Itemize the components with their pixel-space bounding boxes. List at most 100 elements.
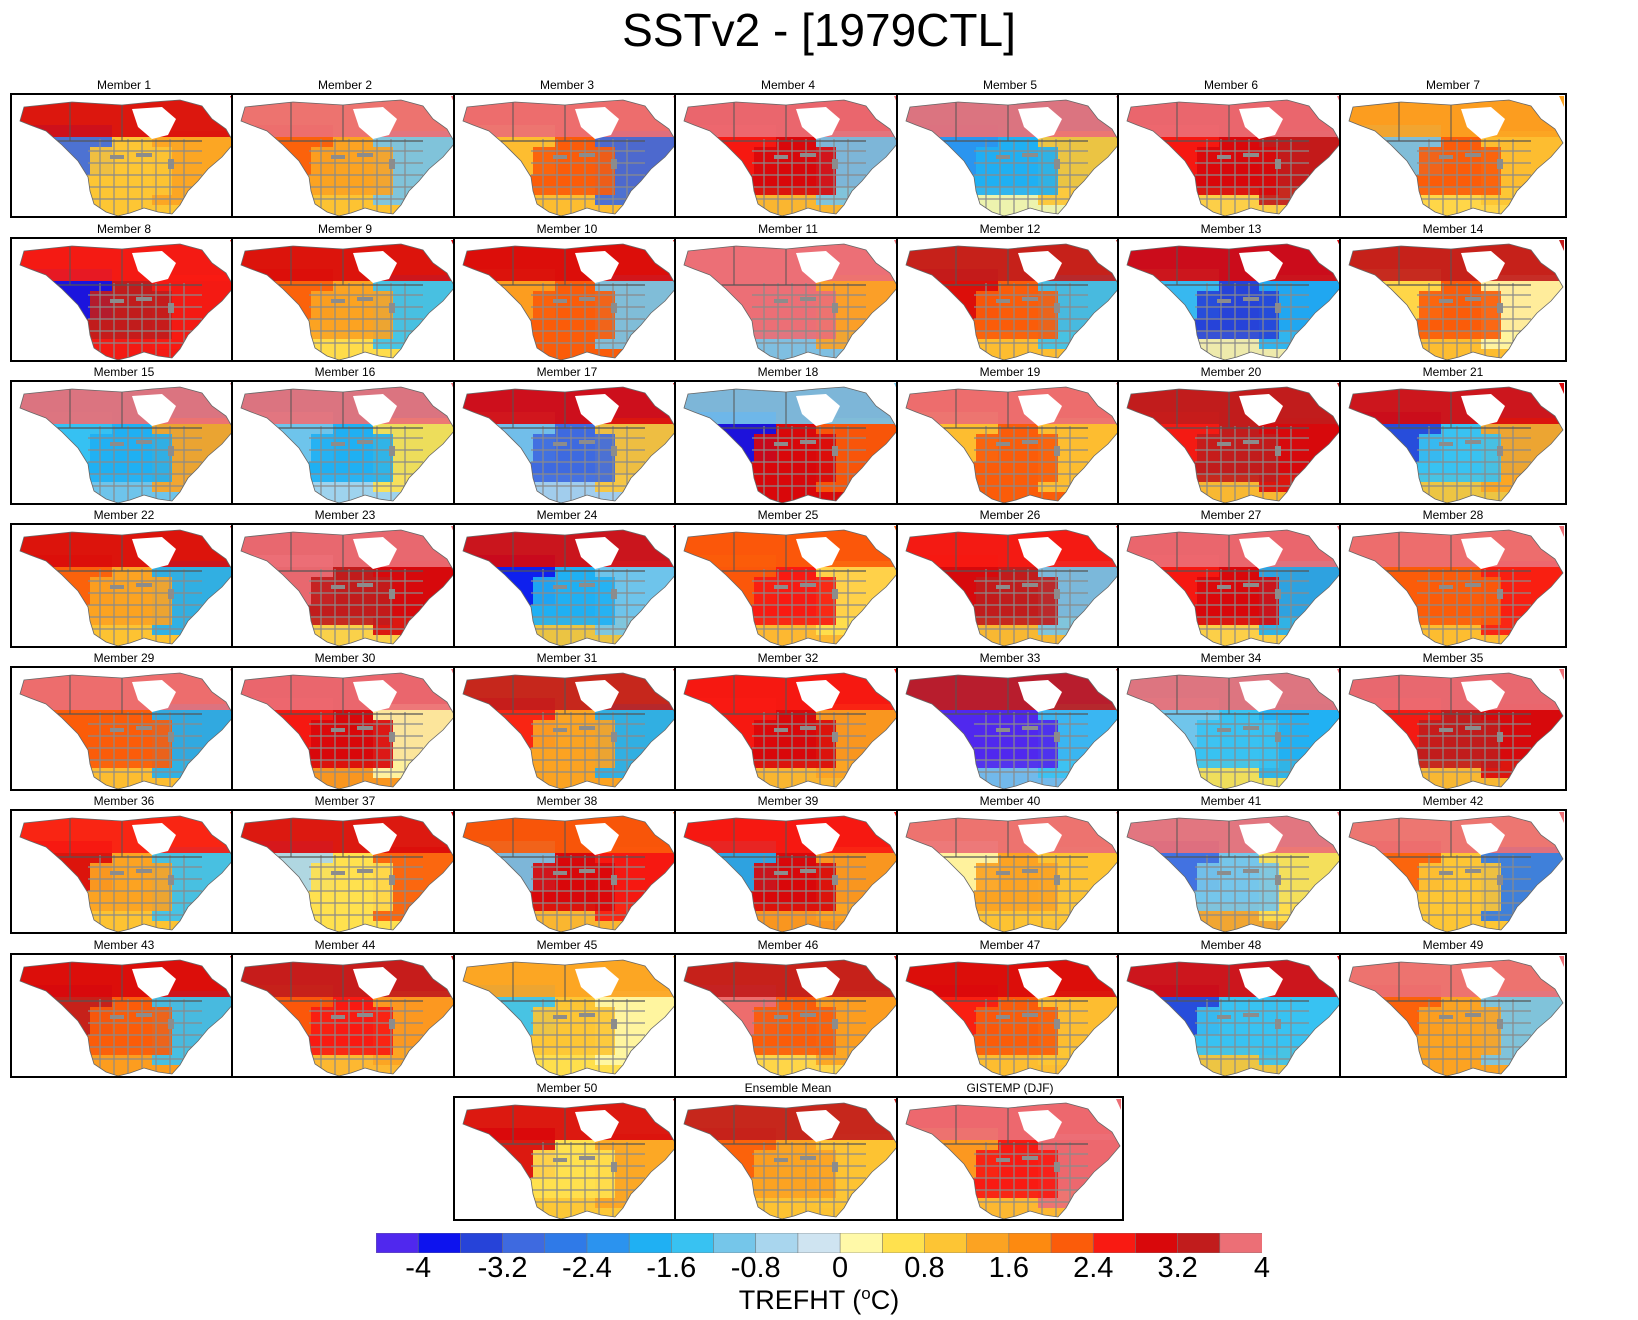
coastline [1126, 386, 1342, 503]
anomaly-region-central [311, 147, 393, 195]
anomaly-region-north [1349, 816, 1563, 853]
map-panel: Member 47 [896, 938, 1124, 1078]
lake-mask [1275, 159, 1281, 169]
anomaly-region-north [1127, 387, 1341, 424]
coastline [1348, 815, 1564, 932]
lake-mask [1439, 155, 1453, 159]
lake-mask [168, 589, 174, 599]
anomaly-map [462, 956, 678, 1076]
map-panel: Member 29 [10, 651, 238, 791]
map-frame [453, 237, 681, 362]
anomaly-region-north [906, 530, 1120, 567]
lake-mask [553, 585, 567, 589]
lake-mask [1243, 297, 1259, 301]
lake-mask [996, 1158, 1010, 1162]
anomaly-region-central [90, 147, 172, 195]
lake-mask [996, 299, 1010, 303]
lake-mask [1275, 303, 1281, 313]
map-panel: Member 35 [1339, 651, 1567, 791]
anomaly-map [462, 240, 678, 360]
map-frame [10, 93, 238, 218]
map-frame [231, 237, 459, 362]
map-panel: Member 38 [453, 794, 681, 934]
lake-mask [832, 1162, 838, 1172]
map-frame [10, 666, 238, 791]
hudson-bay [1461, 107, 1505, 139]
coastline [1126, 672, 1342, 789]
map-frame [896, 666, 1124, 791]
map-panel: Member 48 [1117, 938, 1345, 1078]
anomaly-region-central [533, 291, 615, 339]
anomaly-region-central [90, 577, 172, 625]
colorbar-tick-label: 4 [1253, 1252, 1271, 1284]
anomaly-region-central [1419, 1007, 1501, 1055]
anomaly-region-north [1349, 244, 1563, 281]
map-panel: Member 50 [453, 1081, 681, 1221]
anomaly-map [683, 383, 899, 503]
anomaly-region-north [20, 530, 234, 567]
map-frame [896, 1096, 1124, 1221]
hudson-bay [132, 394, 176, 426]
anomaly-region-north [241, 387, 455, 424]
panel-label: Member 34 [1200, 651, 1262, 665]
lake-mask [996, 871, 1010, 875]
hudson-bay [353, 680, 397, 712]
map-panel: Member 14 [1339, 222, 1567, 362]
anomaly-region-central [976, 147, 1058, 195]
panel-label: Member 9 [317, 222, 373, 236]
map-frame [896, 93, 1124, 218]
lake-mask [832, 1019, 838, 1029]
map-frame [674, 93, 902, 218]
anomaly-map [1348, 383, 1564, 503]
map-frame [896, 809, 1124, 934]
anomaly-region-north [463, 960, 677, 997]
lake-mask [774, 728, 788, 732]
lake-mask [1054, 1162, 1060, 1172]
hudson-bay [353, 107, 397, 139]
map-frame [10, 809, 238, 934]
lake-mask [1054, 589, 1060, 599]
anomaly-map [1126, 96, 1342, 216]
map-frame [231, 809, 459, 934]
anomaly-region-north [1349, 530, 1563, 567]
coastline [683, 99, 899, 216]
anomaly-region-north [906, 960, 1120, 997]
map-panel: Member 17 [453, 365, 681, 505]
anomaly-map [462, 812, 678, 932]
coastline [19, 815, 235, 932]
anomaly-region-central [1419, 147, 1501, 195]
lake-mask [774, 1015, 788, 1019]
hudson-bay [353, 823, 397, 855]
lake-mask [389, 303, 395, 313]
panel-label: Member 29 [93, 651, 155, 665]
lake-mask [1439, 299, 1453, 303]
lake-mask [136, 297, 152, 301]
anomaly-region-central [754, 147, 836, 195]
coastline [1126, 959, 1342, 1076]
anomaly-map [19, 96, 235, 216]
coastline [905, 1102, 1121, 1219]
lake-mask [774, 871, 788, 875]
lake-mask [1439, 728, 1453, 732]
anomaly-map [240, 526, 456, 646]
anomaly-map [683, 240, 899, 360]
anomaly-region-central [1197, 434, 1279, 482]
anomaly-map [19, 526, 235, 646]
lake-mask [553, 728, 567, 732]
anomaly-region-central [90, 291, 172, 339]
hudson-bay [132, 823, 176, 855]
anomaly-region-north [20, 387, 234, 424]
anomaly-map [905, 956, 1121, 1076]
map-frame [1339, 666, 1567, 791]
coastline [683, 529, 899, 646]
colorbar [376, 1233, 1262, 1253]
map-frame [1339, 953, 1567, 1078]
colorbar-tick-label: -1.6 [646, 1252, 697, 1284]
anomaly-region-north [20, 960, 234, 997]
panel-label: Member 17 [536, 365, 598, 379]
hudson-bay [796, 537, 840, 569]
lake-mask [1022, 726, 1038, 730]
lake-mask [136, 1013, 152, 1017]
panel-label: Member 35 [1422, 651, 1484, 665]
hudson-bay [575, 394, 619, 426]
